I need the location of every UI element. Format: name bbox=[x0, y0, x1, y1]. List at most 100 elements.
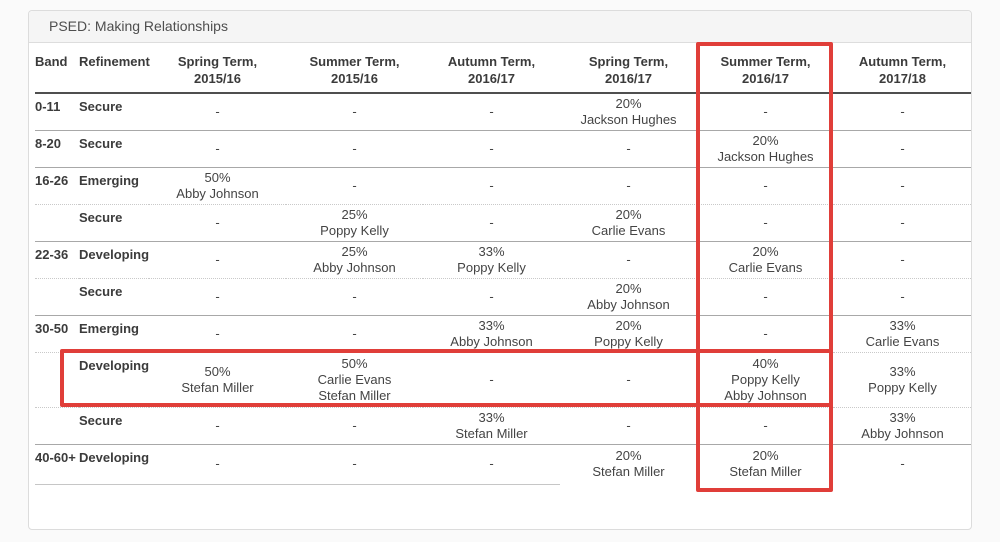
empty-cell: - bbox=[423, 351, 560, 407]
empty-cell: - bbox=[286, 406, 423, 444]
empty-cell: - bbox=[149, 314, 286, 352]
band-label bbox=[35, 406, 79, 444]
empty-cell: - bbox=[697, 406, 834, 444]
band-label bbox=[35, 277, 79, 315]
data-cell: 25% Poppy Kelly bbox=[286, 203, 423, 241]
empty-cell: - bbox=[286, 443, 423, 485]
empty-cell: - bbox=[149, 406, 286, 444]
refinement-label: Developing bbox=[79, 443, 149, 485]
table-row: Secure - - -20% Abby Johnson - - bbox=[35, 277, 971, 315]
empty-cell: - bbox=[834, 277, 971, 315]
empty-cell: - bbox=[834, 203, 971, 241]
data-cell: 33% Poppy Kelly bbox=[423, 240, 560, 278]
band-label: 22-36 bbox=[35, 240, 79, 278]
data-cell: 20% Jackson Hughes bbox=[697, 129, 834, 167]
data-cell: 20% Carlie Evans bbox=[697, 240, 834, 278]
table-row: 16-26 Emerging 50% Abby Johnson - - - - - bbox=[35, 166, 971, 204]
empty-cell: - bbox=[149, 129, 286, 167]
column-header: Band bbox=[35, 43, 79, 94]
empty-cell: - bbox=[423, 129, 560, 167]
refinement-label: Developing bbox=[79, 240, 149, 278]
empty-cell: - bbox=[560, 166, 697, 204]
column-header: Summer Term, 2016/17 bbox=[697, 43, 834, 94]
data-cell: 33% Stefan Miller bbox=[423, 406, 560, 444]
empty-cell: - bbox=[560, 351, 697, 407]
empty-cell: - bbox=[763, 103, 768, 119]
empty-cell: - bbox=[697, 314, 834, 352]
data-cell: 33% Abby Johnson bbox=[423, 314, 560, 352]
table-row: Secure -25% Poppy Kelly -20% Carlie Evans - - bbox=[35, 203, 971, 241]
refinement-label: Secure bbox=[79, 406, 149, 444]
empty-cell: - bbox=[149, 277, 286, 315]
table-row: 22-36 Developing -25% Abby Johnson 33% Poppy … bbox=[35, 240, 971, 278]
column-header: Autumn Term, 2017/18 bbox=[834, 43, 971, 94]
empty-cell: - bbox=[286, 314, 423, 352]
band-label: 0-11 bbox=[35, 99, 61, 114]
empty-cell: - bbox=[286, 277, 423, 315]
card-title: PSED: Making Relationships bbox=[49, 18, 228, 34]
empty-cell: - bbox=[834, 240, 971, 278]
band-label: 8-20 bbox=[35, 129, 79, 167]
empty-cell: - bbox=[834, 443, 971, 484]
table-row: 30-50 Emerging - -33% Abby Johnson 20% Poppy K… bbox=[35, 314, 971, 352]
empty-cell: - bbox=[423, 203, 560, 241]
band-label bbox=[35, 203, 79, 241]
empty-cell: - bbox=[834, 166, 971, 204]
empty-cell: - bbox=[489, 103, 494, 119]
table-body: 0-11 Secure - - -20% Jackson Hughes - -8-20 Secu… bbox=[35, 93, 971, 485]
data-cell: 20% Stefan Miller bbox=[697, 443, 834, 484]
data-cell: 33% Abby Johnson bbox=[834, 406, 971, 444]
column-header: Spring Term, 2015/16 bbox=[149, 43, 286, 94]
empty-cell: - bbox=[286, 166, 423, 204]
empty-cell: - bbox=[215, 103, 220, 119]
empty-cell: - bbox=[423, 166, 560, 204]
empty-cell: - bbox=[352, 103, 357, 119]
data-cell: 50% Stefan Miller bbox=[149, 351, 286, 407]
data-cell: 50% Abby Johnson bbox=[149, 166, 286, 204]
refinement-label: Secure bbox=[79, 99, 123, 114]
column-header: Autumn Term, 2016/17 bbox=[423, 43, 560, 94]
data-cell: 20% Carlie Evans bbox=[560, 203, 697, 241]
refinement-label: Emerging bbox=[79, 166, 149, 204]
empty-cell: - bbox=[560, 240, 697, 278]
table-row: 0-11 Secure - - - 20% Jackson Hughes - - bbox=[35, 93, 971, 130]
band-label: 40-60+ bbox=[35, 443, 79, 485]
column-header: Refinement bbox=[79, 43, 150, 94]
card-header: PSED: Making Relationships bbox=[29, 11, 971, 43]
report-card: PSED: Making Relationships Band Refinemen… bbox=[28, 10, 972, 530]
empty-cell: - bbox=[834, 129, 971, 167]
refinement-label: Developing bbox=[79, 351, 149, 407]
data-cell: 33% Carlie Evans bbox=[834, 314, 971, 352]
empty-cell: - bbox=[149, 240, 286, 278]
band-label: 30-50 bbox=[35, 314, 79, 352]
table-header: Band Refinement Spring Term, 2015/16 Summer … bbox=[35, 43, 971, 94]
data-cell: 20% Abby Johnson bbox=[560, 277, 697, 315]
empty-cell: - bbox=[900, 103, 905, 119]
column-header: Spring Term, 2016/17 bbox=[560, 43, 697, 94]
empty-cell: - bbox=[149, 443, 286, 485]
column-header: Summer Term, 2015/16 bbox=[286, 43, 423, 94]
data-cell: 20% Poppy Kelly bbox=[560, 314, 697, 352]
refinement-label: Secure bbox=[79, 129, 149, 167]
data-cell: 40% Poppy Kelly Abby Johnson bbox=[697, 351, 834, 407]
empty-cell: - bbox=[697, 277, 834, 315]
data-cell: 33% Poppy Kelly bbox=[834, 351, 971, 407]
refinement-label: Secure bbox=[79, 203, 149, 241]
header-row: Band Refinement Spring Term, 2015/16 Summer … bbox=[35, 43, 971, 94]
refinement-label: Emerging bbox=[79, 314, 149, 352]
empty-cell: - bbox=[560, 129, 697, 167]
results-table: Band Refinement Spring Term, 2015/16 Summer … bbox=[35, 43, 971, 485]
data-cell: 25% Abby Johnson bbox=[286, 240, 423, 278]
table-row: 40-60+ Developing - - -20% Stefan Miller 20% St… bbox=[35, 443, 971, 485]
table-row: 8-20 Secure - - - -20% Jackson Hughes - bbox=[35, 129, 971, 167]
data-cell: 20% Jackson Hughes bbox=[580, 95, 677, 127]
empty-cell: - bbox=[560, 406, 697, 444]
empty-cell: - bbox=[423, 443, 560, 485]
empty-cell: - bbox=[697, 203, 834, 241]
data-cell: 20% Stefan Miller bbox=[560, 443, 697, 484]
band-label: 16-26 bbox=[35, 166, 79, 204]
empty-cell: - bbox=[423, 277, 560, 315]
empty-cell: - bbox=[286, 129, 423, 167]
refinement-label: Secure bbox=[79, 277, 149, 315]
